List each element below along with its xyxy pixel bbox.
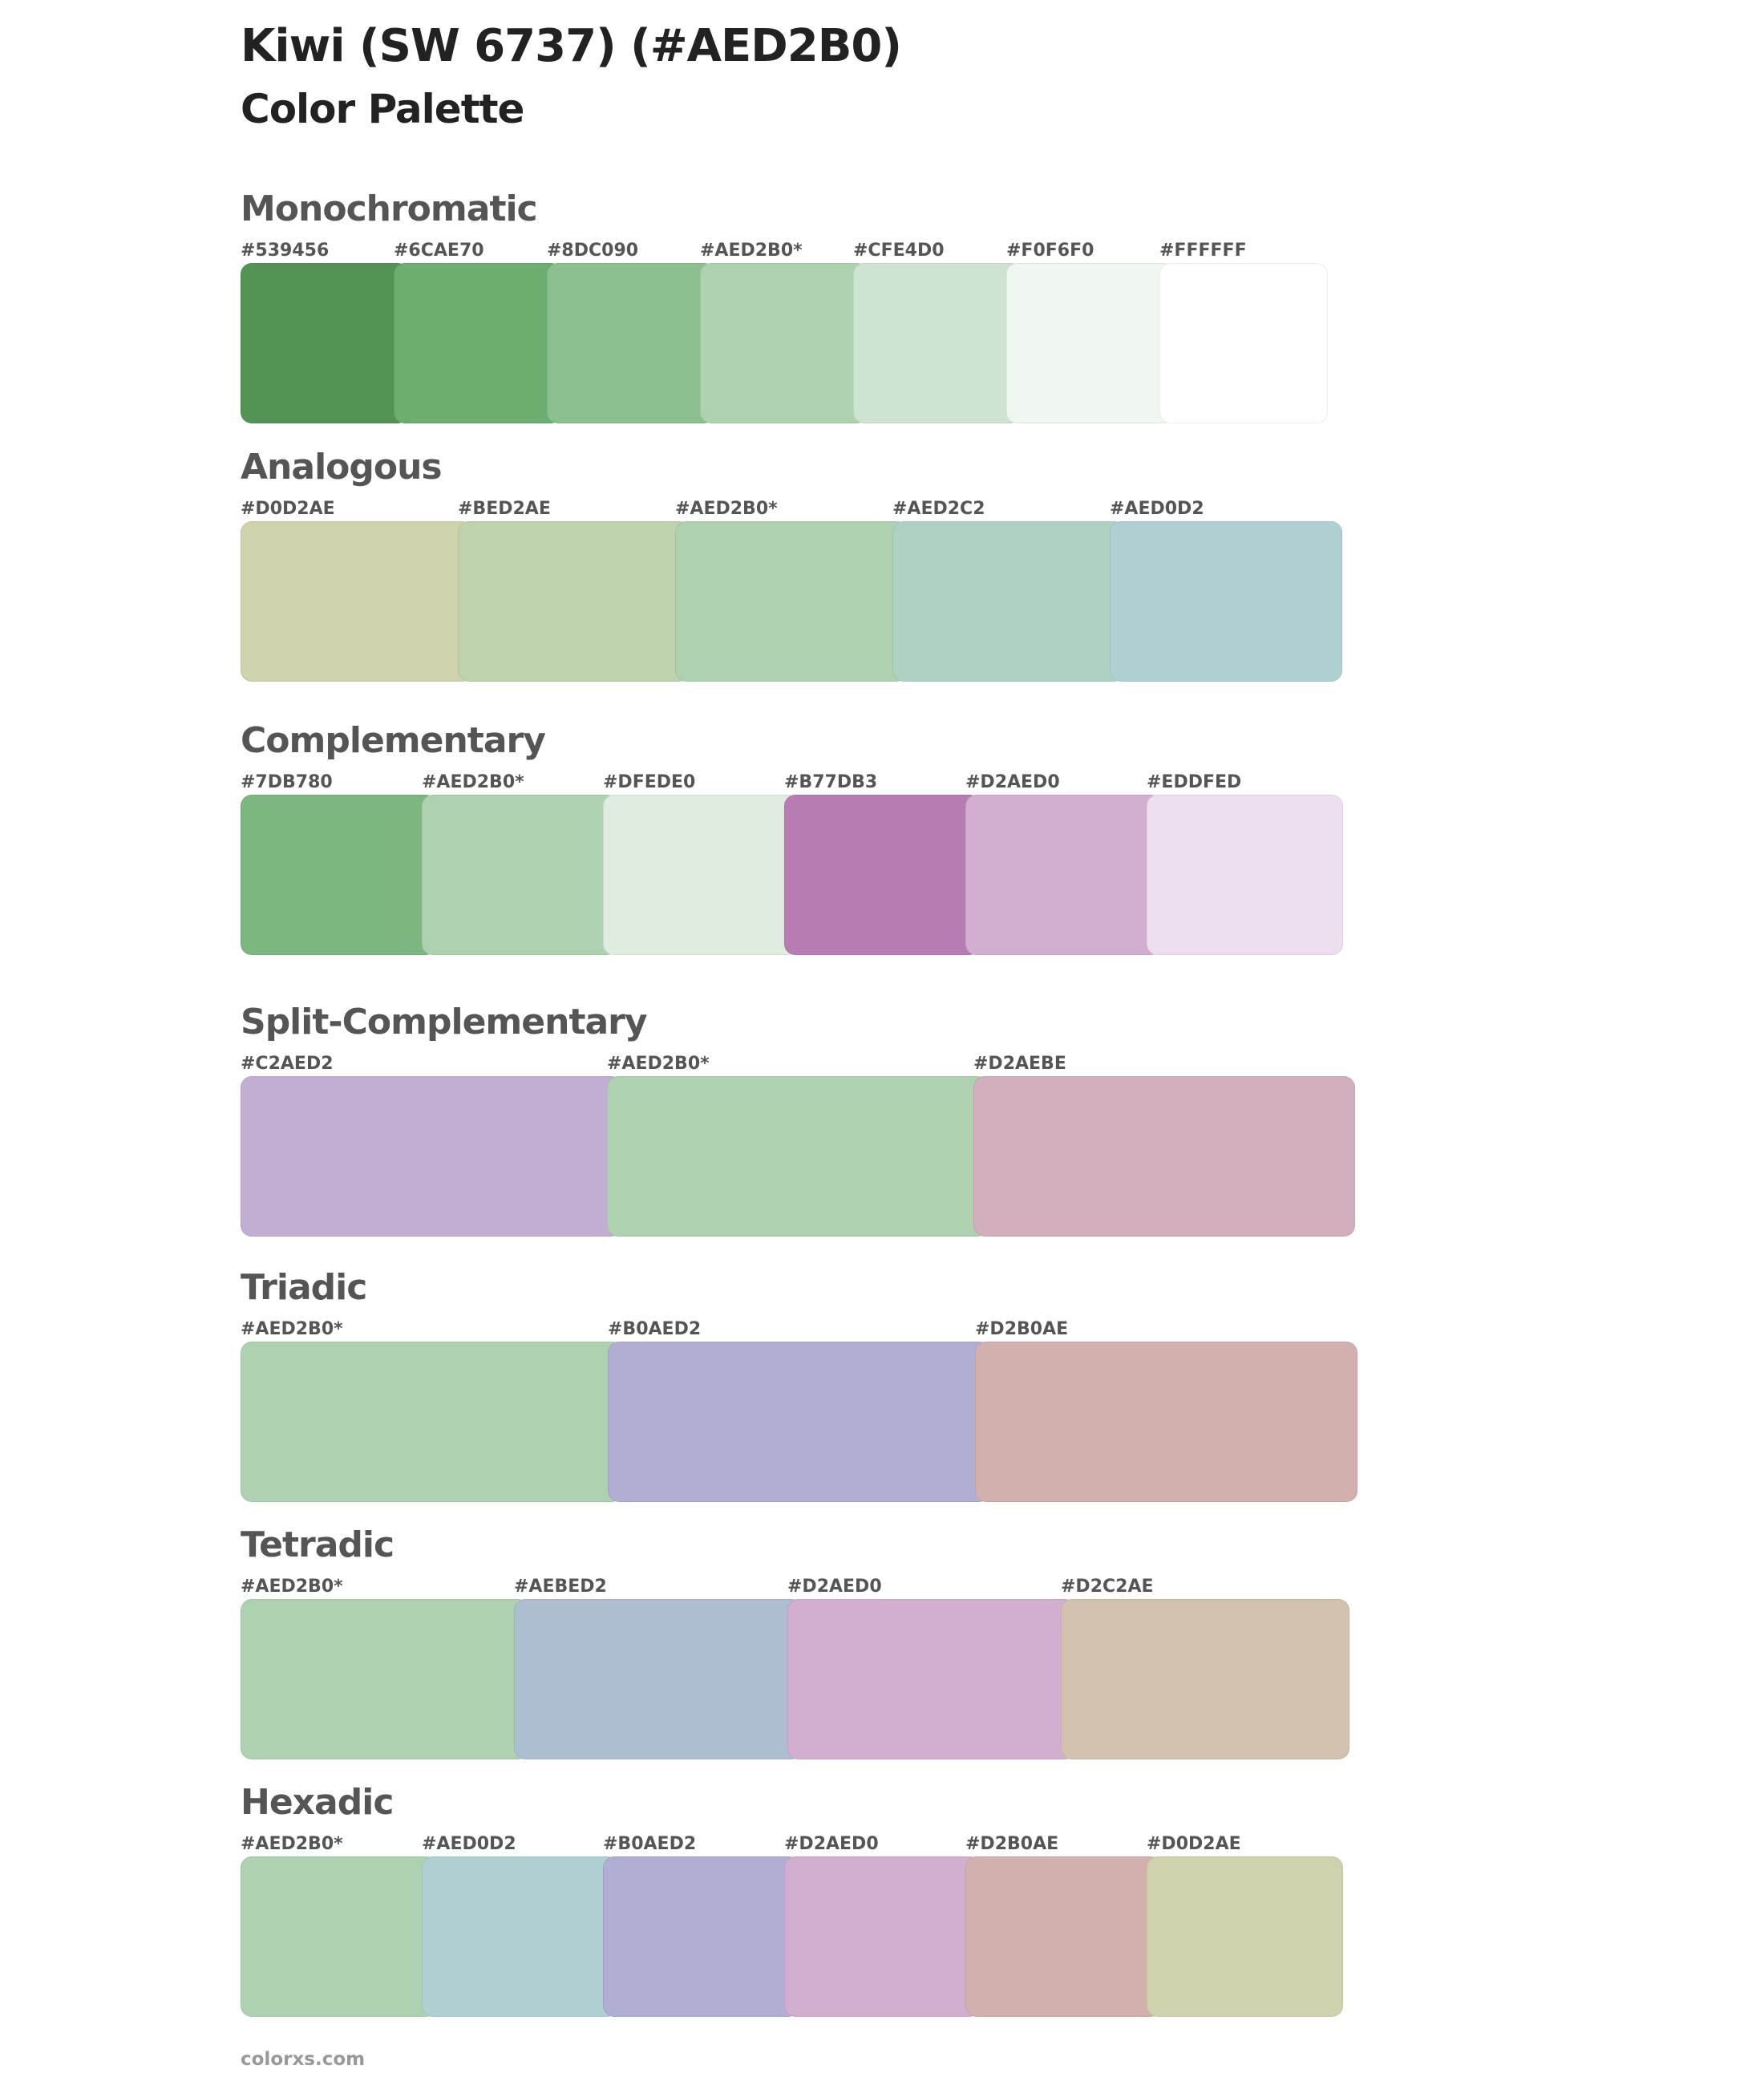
section-title-analogous: Analogous (241, 447, 443, 488)
hex-label: #D2C2AE (1061, 1577, 1154, 1597)
section-title-hexadic: Hexadic (241, 1782, 394, 1823)
color-swatch-tetradic[interactable] (1061, 1599, 1349, 1759)
page-subtitle: Color Palette (241, 86, 524, 132)
hex-label: #AED2B0* (241, 1577, 343, 1597)
hex-label: #AED2C2 (892, 499, 985, 519)
color-swatch-complementary[interactable] (422, 795, 618, 955)
site-credit[interactable]: colorxs.com (241, 2049, 366, 2070)
hex-label: #F0F6F0 (1006, 241, 1094, 261)
hex-label: #8DC090 (547, 241, 639, 261)
hex-label: #CFE4D0 (853, 241, 945, 261)
color-swatch-monochromatic[interactable] (1006, 263, 1175, 423)
color-swatch-hexadic[interactable] (1147, 1856, 1343, 2017)
hex-label: #B0AED2 (603, 1834, 697, 1854)
hex-label: #DFEDE0 (603, 772, 696, 792)
section-title-triadic: Triadic (241, 1267, 367, 1308)
hex-label: #539456 (241, 241, 330, 261)
color-swatch-triadic[interactable] (608, 1342, 990, 1502)
color-swatch-complementary[interactable] (965, 795, 1162, 955)
hex-label: #AED0D2 (422, 1834, 516, 1854)
page-title: Kiwi (SW 6737) (#AED2B0) (241, 20, 902, 72)
section-title-complementary: Complementary (241, 720, 546, 761)
hex-label: #D0D2AE (241, 499, 335, 519)
color-swatch-hexadic[interactable] (784, 1856, 981, 2017)
color-swatch-complementary[interactable] (603, 795, 799, 955)
hex-label: #7DB780 (241, 772, 333, 792)
hex-label: #AED2B0* (607, 1054, 710, 1074)
color-swatch-tetradic[interactable] (241, 1599, 529, 1759)
hex-label: #6CAE70 (394, 241, 484, 261)
hex-label: #AED2B0* (700, 241, 803, 261)
color-swatch-monochromatic[interactable] (547, 263, 715, 423)
hex-label: #AEBED2 (514, 1577, 607, 1597)
color-swatch-complementary[interactable] (241, 795, 437, 955)
color-swatch-hexadic[interactable] (422, 1856, 618, 2017)
color-swatch-complementary[interactable] (1147, 795, 1343, 955)
color-swatch-split-complementary[interactable] (241, 1076, 622, 1237)
color-swatch-hexadic[interactable] (965, 1856, 1162, 2017)
color-swatch-triadic[interactable] (241, 1342, 623, 1502)
color-swatch-split-complementary[interactable] (973, 1076, 1355, 1237)
hex-label: #FFFFFF (1159, 241, 1247, 261)
hex-label: #D2AED0 (787, 1577, 882, 1597)
color-swatch-analogous[interactable] (892, 521, 1125, 682)
color-swatch-analogous[interactable] (458, 521, 690, 682)
color-swatch-tetradic[interactable] (787, 1599, 1076, 1759)
color-swatch-split-complementary[interactable] (607, 1076, 989, 1237)
hex-label: #D0D2AE (1147, 1834, 1241, 1854)
hex-label: #D2B0AE (975, 1319, 1069, 1339)
hex-label: #AED2B0* (675, 499, 778, 519)
hex-label: #D2AED0 (965, 772, 1060, 792)
hex-label: #B77DB3 (784, 772, 878, 792)
color-swatch-analogous[interactable] (675, 521, 908, 682)
hex-label: #B0AED2 (608, 1319, 702, 1339)
section-title-split-complementary: Split-Complementary (241, 1002, 648, 1042)
color-swatch-monochromatic[interactable] (394, 263, 562, 423)
hex-label: #AED2B0* (241, 1319, 343, 1339)
color-swatch-monochromatic[interactable] (1159, 263, 1328, 423)
hex-label: #D2AED0 (784, 1834, 879, 1854)
color-swatch-monochromatic[interactable] (853, 263, 1022, 423)
color-swatch-monochromatic[interactable] (700, 263, 868, 423)
color-swatch-hexadic[interactable] (241, 1856, 437, 2017)
hex-label: #C2AED2 (241, 1054, 334, 1074)
hex-label: #D2AEBE (973, 1054, 1066, 1074)
color-swatch-tetradic[interactable] (514, 1599, 803, 1759)
hex-label: #D2B0AE (965, 1834, 1059, 1854)
color-swatch-analogous[interactable] (241, 521, 473, 682)
hex-label: #BED2AE (458, 499, 551, 519)
color-swatch-complementary[interactable] (784, 795, 981, 955)
section-title-tetradic: Tetradic (241, 1524, 394, 1565)
hex-label: #AED0D2 (1110, 499, 1204, 519)
hex-label: #AED2B0* (241, 1834, 343, 1854)
color-swatch-analogous[interactable] (1110, 521, 1342, 682)
color-swatch-monochromatic[interactable] (241, 263, 409, 423)
hex-label: #AED2B0* (422, 772, 524, 792)
hex-label: #EDDFED (1147, 772, 1242, 792)
section-title-monochromatic: Monochromatic (241, 188, 538, 229)
color-swatch-triadic[interactable] (975, 1342, 1357, 1502)
color-swatch-hexadic[interactable] (603, 1856, 799, 2017)
